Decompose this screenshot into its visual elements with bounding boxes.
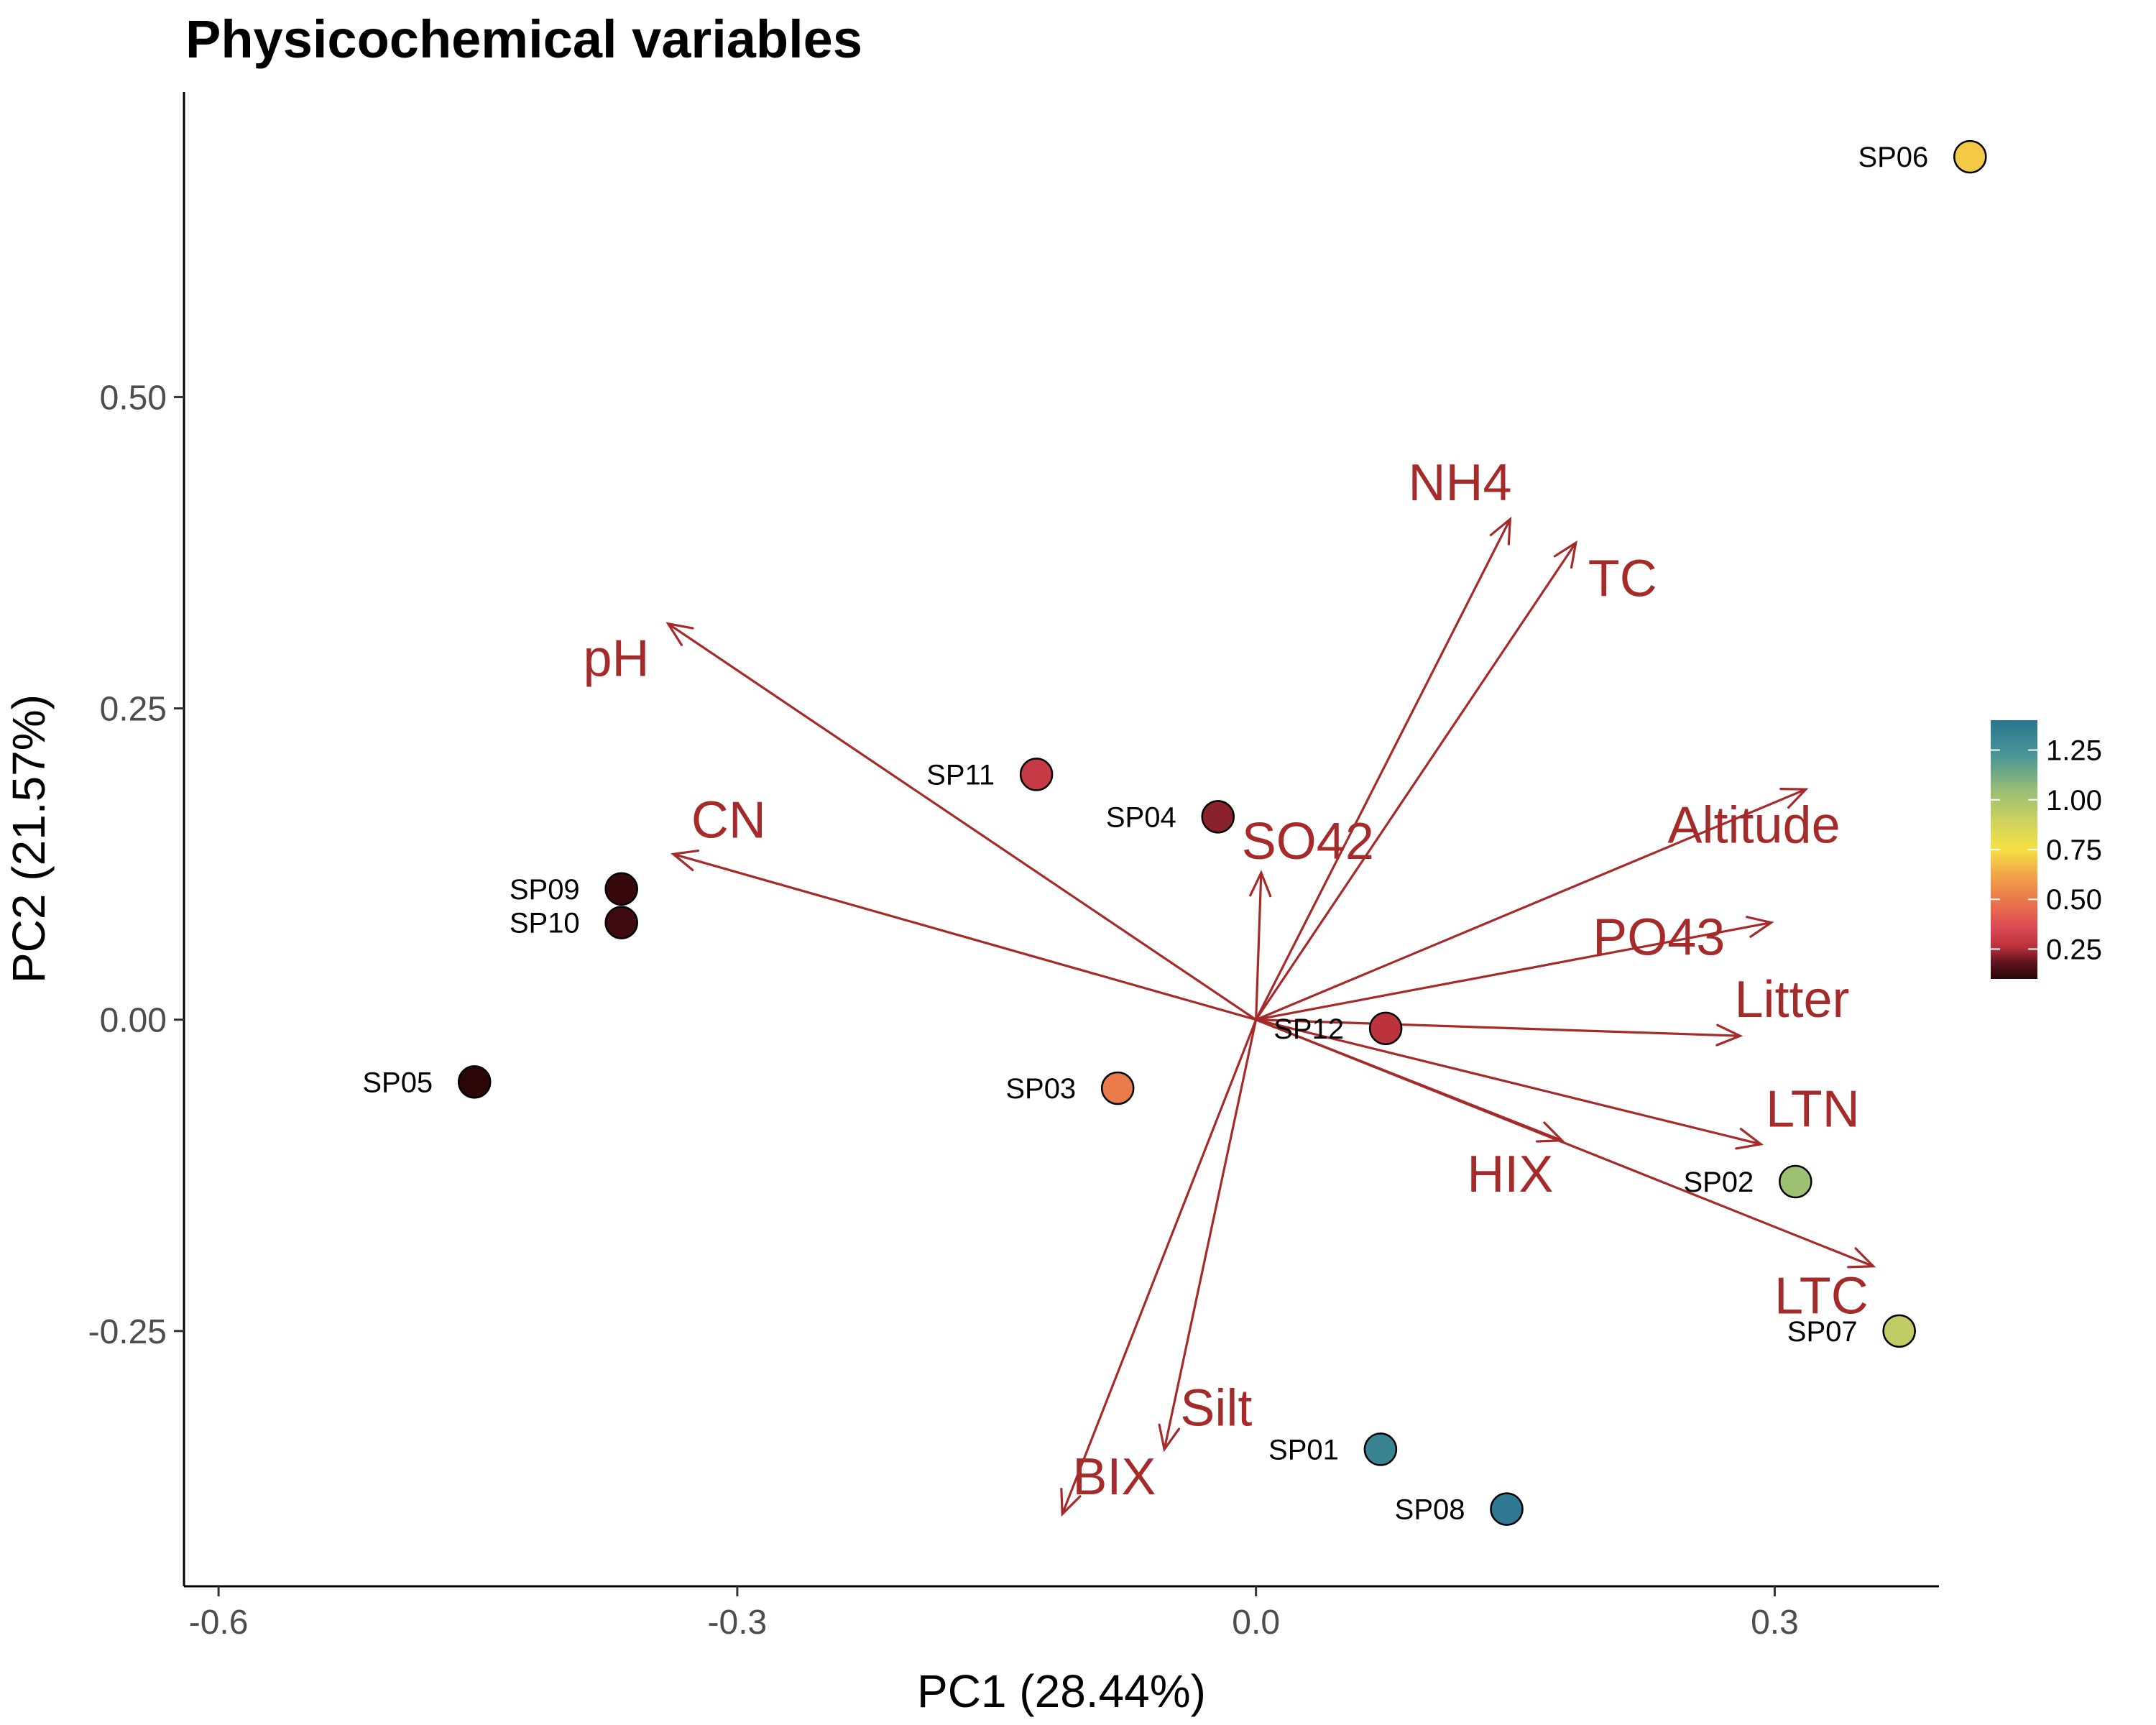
site-point: [1490, 1492, 1524, 1526]
colorbar-tick-label: 1.25: [2046, 735, 2102, 767]
vector-arrow: [1256, 916, 1774, 1021]
site-label: SP08: [1395, 1494, 1465, 1526]
y-tick-label: 0.00: [100, 1002, 167, 1040]
site-point: [1953, 139, 1987, 174]
vector-label: NH4: [1409, 454, 1512, 512]
site-point: [1779, 1164, 1812, 1199]
y-tick-label: 0.25: [100, 691, 167, 729]
site-label: SP03: [1005, 1073, 1076, 1105]
vector-label: CN: [691, 792, 766, 850]
x-axis-ticks: -0.6 -0.3 0.0 0.3: [189, 1586, 1799, 1642]
colorbar-tick-label: 0.75: [2046, 834, 2102, 866]
site-point: [604, 872, 638, 906]
site-point: [1100, 1071, 1135, 1105]
site-point: [1368, 1011, 1403, 1046]
vector-arrow: [1256, 1018, 1764, 1150]
vector-arrow: [1256, 788, 1809, 1021]
x-tick-label: 0.3: [1751, 1604, 1799, 1642]
y-axis-title: PC2 (21.57%): [3, 694, 55, 983]
site-point: [457, 1065, 492, 1099]
vector-arrow: [1256, 1018, 1876, 1269]
vector-label: LTN: [1766, 1081, 1860, 1138]
site-label: SP09: [510, 874, 580, 906]
y-tick-label: -0.25: [88, 1313, 167, 1351]
vector-label: HIX: [1467, 1146, 1553, 1203]
vector-arrow: [665, 622, 1257, 1021]
site-point: [604, 906, 638, 939]
y-tick-label: 0.50: [100, 379, 167, 417]
site-label: SP12: [1273, 1013, 1344, 1045]
x-tick-label: -0.3: [708, 1604, 768, 1642]
site-label: SP10: [510, 908, 580, 939]
x-tick-label: -0.6: [189, 1604, 249, 1642]
vector-label: LTC: [1774, 1268, 1869, 1325]
site-label: SP07: [1787, 1316, 1858, 1348]
site-point: [1201, 800, 1235, 834]
vector-arrow: [1256, 1018, 1743, 1046]
site-point: [1363, 1432, 1398, 1466]
vector-arrow: [1158, 1019, 1258, 1453]
site-point: [1882, 1314, 1916, 1348]
site-point: [1019, 758, 1054, 791]
vector-label: SO42: [1242, 813, 1374, 870]
colorbar-ticks: 0.25 0.50 0.75 1.00 1.25: [1991, 735, 2102, 965]
vector-label: PO43: [1593, 909, 1725, 967]
site-label: SP11: [926, 759, 995, 791]
vector-arrow: [1060, 1019, 1258, 1517]
color-legend: 0.25 0.50 0.75 1.00 1.25: [1991, 720, 2102, 979]
vector-label: Litter: [1734, 971, 1849, 1029]
chart-title: Physicochemical variables: [185, 9, 862, 69]
site-label: SP04: [1106, 801, 1176, 833]
x-axis-title: PC1 (28.44%): [917, 1665, 1206, 1717]
vector-label: BIX: [1072, 1448, 1156, 1506]
x-tick-label: 0.0: [1232, 1604, 1280, 1642]
vector-arrow: [1255, 540, 1577, 1021]
vector-arrow: [1255, 516, 1512, 1021]
vector-label: Silt: [1180, 1379, 1252, 1437]
vector-label: Altitude: [1667, 797, 1840, 855]
vector-arrow: [671, 849, 1257, 1021]
y-axis-ticks: -0.25 0.00 0.25 0.50: [88, 379, 184, 1351]
site-label: SP01: [1268, 1434, 1339, 1466]
site-points: SP01 SP02 SP03 SP04 SP05 SP06 SP07 SP08 SP09SP10…: [362, 139, 1987, 1526]
site-label: SP05: [362, 1067, 433, 1098]
vector-label: pH: [583, 630, 649, 688]
colorbar-tick-label: 0.50: [2046, 884, 2102, 916]
vector-label: TC: [1588, 551, 1657, 608]
site-label: SP06: [1858, 142, 1928, 173]
vector-arrow: [1249, 870, 1272, 1020]
site-label: SP02: [1683, 1167, 1754, 1198]
colorbar-tick-label: 0.25: [2046, 934, 2102, 965]
colorbar-tick-label: 1.00: [2046, 785, 2102, 816]
